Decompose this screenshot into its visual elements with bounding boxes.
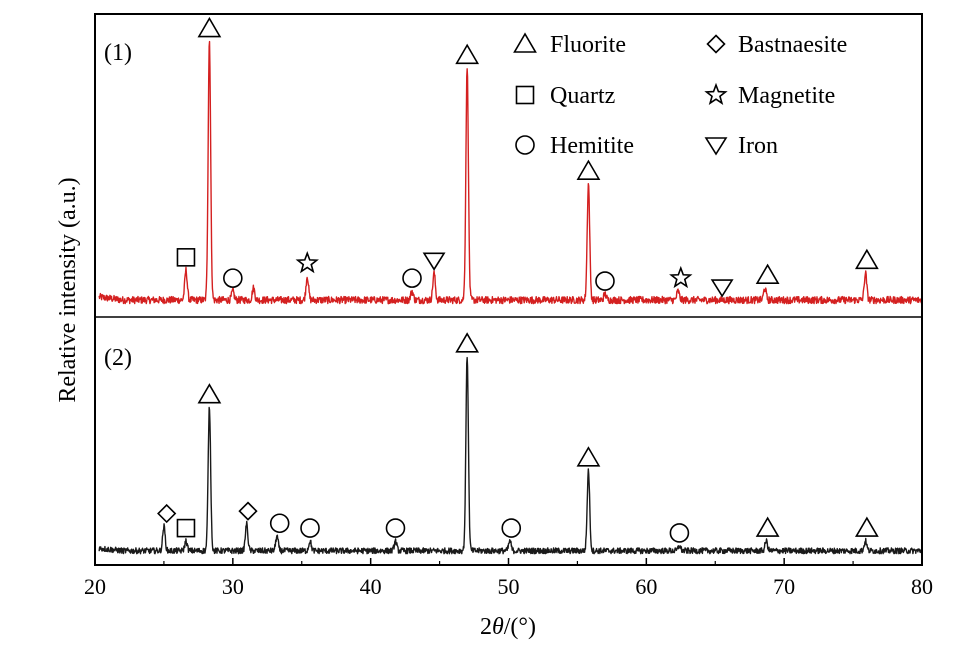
phase-marker-star bbox=[295, 250, 319, 274]
phase-marker-star bbox=[669, 265, 693, 289]
marker-triangle-down-icon bbox=[422, 252, 446, 271]
marker-triangle-up-icon bbox=[854, 516, 879, 537]
x-axis-title-prefix: 2 bbox=[480, 614, 492, 640]
x-tick-label: 20 bbox=[84, 574, 106, 599]
marker-triangle-up-icon bbox=[455, 332, 480, 353]
phase-marker-triangle-up bbox=[755, 516, 780, 537]
marker-star-icon bbox=[295, 250, 319, 274]
phase-marker-circle bbox=[269, 513, 290, 534]
legend-item-hemitite: Hemitite bbox=[515, 133, 634, 159]
marker-circle-icon bbox=[402, 268, 422, 288]
legend-symbol-hemitite bbox=[515, 135, 535, 155]
marker-circle-icon bbox=[269, 513, 290, 534]
legend-symbol-fluorite bbox=[513, 32, 537, 53]
marker-triangle-up-icon bbox=[197, 383, 222, 404]
phase-marker-triangle-up bbox=[576, 159, 601, 180]
legend-item-quartz: Quartz bbox=[515, 83, 615, 109]
x-axis-title: 2θ/(°) bbox=[480, 614, 536, 640]
marker-triangle-up-icon bbox=[197, 16, 222, 38]
series-line-1 bbox=[98, 40, 923, 305]
phase-marker-triangle-up bbox=[854, 516, 879, 537]
legend-symbol-bastnaesite-shape bbox=[706, 34, 726, 54]
legend-symbol-fluorite-shape bbox=[513, 32, 537, 53]
phase-marker-triangle-up bbox=[197, 383, 222, 404]
legend: Fluorite Bastnaesite Quartz Magnetite He… bbox=[513, 32, 847, 159]
marker-triangle-up-icon bbox=[854, 248, 879, 270]
legend-symbol-iron bbox=[704, 137, 728, 156]
panel-label-1: (1) bbox=[104, 40, 132, 66]
phase-marker-circle bbox=[402, 268, 422, 288]
marker-triangle-up-icon bbox=[576, 446, 601, 467]
plot-layer bbox=[98, 16, 923, 555]
phase-marker-triangle-up bbox=[755, 263, 780, 284]
series-line-2 bbox=[98, 356, 923, 555]
marker-triangle-up-icon bbox=[455, 43, 480, 65]
phase-marker-triangle-down bbox=[422, 252, 446, 271]
legend-label-hemitite: Hemitite bbox=[550, 133, 634, 159]
phase-marker-triangle-up bbox=[455, 332, 480, 353]
legend-label-fluorite: Fluorite bbox=[550, 32, 626, 58]
legend-item-iron: Iron bbox=[704, 133, 778, 159]
marker-circle-icon bbox=[385, 518, 406, 538]
marker-diamond-icon bbox=[157, 503, 177, 524]
phase-marker-diamond bbox=[238, 501, 258, 521]
x-tick-label: 70 bbox=[773, 574, 795, 599]
marker-circle-icon bbox=[501, 518, 522, 538]
phase-marker-circle bbox=[385, 518, 406, 538]
phase-marker-circle bbox=[669, 523, 690, 543]
panel-label-2: (2) bbox=[104, 345, 132, 371]
x-tick-label: 50 bbox=[498, 574, 520, 599]
phase-marker-circle bbox=[501, 518, 522, 538]
marker-triangle-up-icon bbox=[576, 159, 601, 180]
phase-marker-circle bbox=[300, 518, 320, 538]
marker-triangle-down-icon bbox=[710, 279, 734, 298]
legend-item-magnetite: Magnetite bbox=[704, 82, 835, 109]
legend-item-bastnaesite: Bastnaesite bbox=[706, 32, 847, 58]
phase-marker-circle bbox=[595, 271, 615, 291]
legend-symbol-quartz bbox=[515, 85, 535, 105]
phase-marker-triangle-up bbox=[854, 248, 879, 270]
legend-label-quartz: Quartz bbox=[550, 83, 615, 109]
x-axis-title-suffix: /(°) bbox=[504, 614, 536, 640]
marker-square-icon bbox=[176, 248, 196, 267]
phase-marker-diamond bbox=[157, 503, 177, 524]
marker-circle-icon bbox=[300, 518, 320, 538]
phase-marker-square bbox=[176, 248, 196, 267]
marker-triangle-up-icon bbox=[755, 263, 780, 284]
legend-symbol-magnetite bbox=[704, 82, 728, 105]
y-axis-title: Relative intensity (a.u.) bbox=[55, 177, 81, 402]
legend-symbol-hemitite-shape bbox=[515, 135, 535, 155]
x-tick-label: 30 bbox=[222, 574, 244, 599]
x-axis-title-symbol: θ bbox=[492, 614, 504, 640]
phase-marker-square bbox=[176, 518, 196, 538]
legend-symbol-quartz-shape bbox=[515, 85, 535, 105]
legend-label-magnetite: Magnetite bbox=[738, 83, 835, 109]
marker-triangle-up-icon bbox=[755, 516, 780, 537]
x-tick-label: 40 bbox=[360, 574, 382, 599]
phase-marker-triangle-up bbox=[576, 446, 601, 467]
legend-symbol-iron-shape bbox=[704, 137, 728, 156]
marker-square-icon bbox=[176, 518, 196, 538]
legend-item-fluorite: Fluorite bbox=[513, 32, 626, 58]
legend-label-bastnaesite: Bastnaesite bbox=[738, 32, 847, 58]
legend-symbol-bastnaesite bbox=[706, 34, 726, 54]
marker-star-icon bbox=[669, 265, 693, 289]
marker-circle-icon bbox=[223, 268, 243, 288]
phase-marker-triangle-down bbox=[710, 279, 734, 298]
phase-marker-triangle-up bbox=[197, 16, 222, 38]
phase-marker-circle bbox=[223, 268, 243, 288]
phase-marker-triangle-up bbox=[455, 43, 480, 65]
x-axis: 20 30 40 50 60 70 80 bbox=[84, 558, 933, 599]
marker-diamond-icon bbox=[238, 501, 258, 521]
marker-circle-icon bbox=[669, 523, 690, 543]
x-tick-label: 60 bbox=[635, 574, 657, 599]
legend-label-iron: Iron bbox=[738, 133, 778, 159]
x-tick-label: 80 bbox=[911, 574, 933, 599]
legend-symbol-magnetite-shape bbox=[704, 82, 728, 105]
marker-circle-icon bbox=[595, 271, 615, 291]
